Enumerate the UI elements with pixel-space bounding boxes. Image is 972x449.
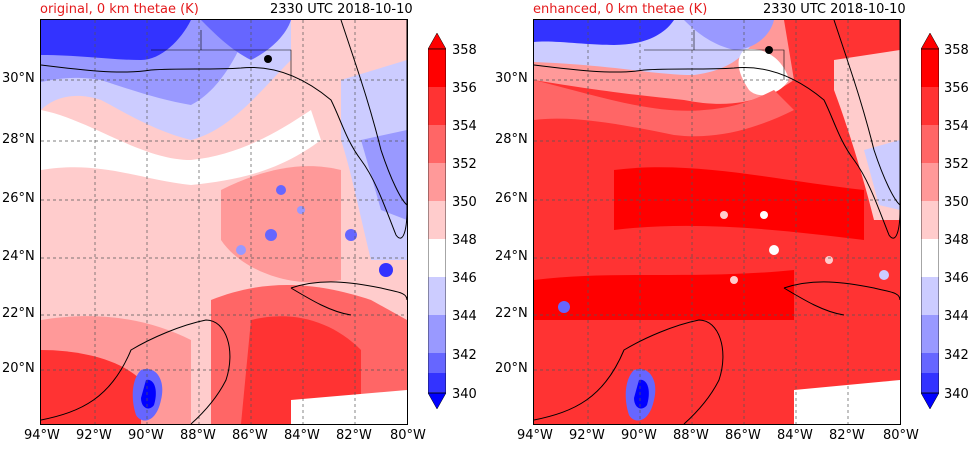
lon-label: 94°W: [24, 428, 60, 443]
colorbar: [428, 33, 446, 409]
lon-label: 90°W: [621, 428, 657, 443]
lat-label: 24°N: [2, 249, 35, 264]
colorbar-tick: 354: [944, 119, 969, 134]
thetae-field-original: [41, 20, 407, 424]
lon-label: 82°W: [829, 428, 865, 443]
colorbar-tick: 350: [452, 195, 477, 210]
lat-label: 22°N: [2, 306, 35, 321]
lon-label: 86°W: [725, 428, 761, 443]
lon-label: 80°W: [883, 428, 919, 443]
colorbar: [921, 33, 939, 409]
colorbar-tick: 348: [452, 233, 477, 248]
panel-title: original, 0 km thetae (K): [40, 2, 199, 17]
colorbar-tick: 344: [944, 309, 969, 324]
colorbar-tick: 356: [452, 81, 477, 96]
lat-label: 20°N: [495, 361, 528, 376]
lon-label: 92°W: [569, 428, 605, 443]
map-original: [40, 19, 408, 425]
lon-label: 82°W: [336, 428, 372, 443]
lon-label: 84°W: [284, 428, 320, 443]
lon-label: 80°W: [390, 428, 426, 443]
lat-label: 28°N: [2, 132, 35, 147]
lon-label: 88°W: [673, 428, 709, 443]
colorbar-tick: 342: [452, 348, 477, 363]
colorbar-tick: 352: [944, 157, 969, 172]
lat-label: 22°N: [495, 306, 528, 321]
lon-label: 84°W: [777, 428, 813, 443]
colorbar-tick: 358: [452, 43, 477, 58]
panel-enhanced: enhanced, 0 km thetae (K) 2330 UTC 2018-…: [492, 0, 972, 449]
panel-original: original, 0 km thetae (K) 2330 UTC 2018-…: [2, 2, 477, 443]
lat-label: 20°N: [2, 361, 35, 376]
colorbar-tick: 342: [944, 348, 969, 363]
panel-time: 2330 UTC 2018-10-10: [763, 2, 906, 17]
panel-time: 2330 UTC 2018-10-10: [270, 2, 413, 17]
colorbar-tick: 352: [452, 157, 477, 172]
lat-label: 26°N: [2, 191, 35, 206]
colorbar-tick: 346: [944, 271, 969, 286]
colorbar-tick: 346: [452, 271, 477, 286]
colorbar-tick: 344: [452, 309, 477, 324]
colorbar-tick: 350: [944, 195, 969, 210]
colorbar-tick: 348: [944, 233, 969, 248]
colorbar-tick: 354: [452, 119, 477, 134]
lon-label: 90°W: [128, 428, 164, 443]
map-enhanced: [533, 19, 901, 425]
lon-label: 86°W: [232, 428, 268, 443]
lat-label: 24°N: [495, 249, 528, 264]
lat-label: 26°N: [495, 191, 528, 206]
lon-label: 88°W: [180, 428, 216, 443]
panel-title: enhanced, 0 km thetae (K): [533, 2, 708, 17]
colorbar-tick: 358: [944, 43, 969, 58]
lat-label: 30°N: [495, 71, 528, 86]
lon-label: 92°W: [76, 428, 112, 443]
lon-label: 94°W: [517, 428, 553, 443]
lat-label: 30°N: [2, 71, 35, 86]
colorbar-tick: 340: [452, 387, 477, 402]
thetae-field-enhanced: [534, 20, 900, 424]
colorbar-tick: 340: [944, 387, 969, 402]
lat-label: 28°N: [495, 132, 528, 147]
colorbar-tick: 356: [944, 81, 969, 96]
